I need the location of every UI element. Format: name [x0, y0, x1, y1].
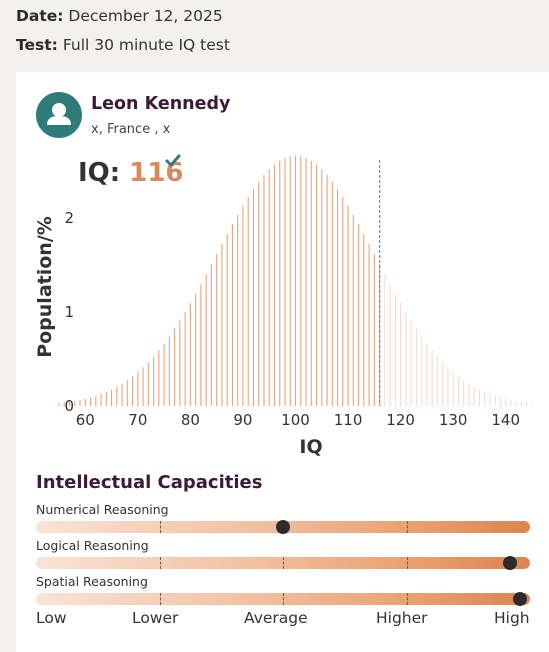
scale-divider: [159, 557, 161, 569]
x-tick-label: 60: [76, 411, 95, 429]
capacity-label-logical: Logical Reasoning: [36, 538, 149, 553]
scale-label-lower: Lower: [132, 609, 179, 627]
scale-divider: [283, 557, 284, 569]
x-tick-label: 110: [334, 411, 363, 429]
capacity-bar-logical: [36, 556, 530, 570]
capacity-level-dot: [503, 556, 518, 570]
date-value: December 12, 2025: [68, 7, 223, 25]
scale-label-high: High: [494, 609, 530, 627]
x-axis-label: IQ: [299, 436, 322, 458]
scale-divider: [159, 521, 161, 533]
user-location: x, France , x: [91, 122, 171, 137]
chart-canvas: 60 70 80 90 100 110 120 130 140 0 1 2 IQ Populatio…: [34, 155, 533, 458]
y-tick-label: 1: [64, 303, 74, 321]
capacities-title: Intellectual Capacities: [36, 472, 263, 493]
scale-label-low: Low: [36, 609, 67, 627]
x-tick-label: 90: [233, 411, 252, 429]
scale-divider: [406, 521, 408, 533]
iq-score: IQ: 116: [78, 154, 184, 188]
x-tick-label: 80: [181, 411, 200, 429]
y-tick-label: 0: [64, 397, 74, 415]
iq-distribution-chart: 60 70 80 90 100 110 120 130 140 0 1 2 IQ Populatio…: [16, 72, 549, 472]
capacity-level-dot: [513, 592, 528, 606]
y-tick-label: 2: [64, 209, 74, 227]
check-icon: [165, 154, 181, 167]
x-tick-label: 120: [386, 411, 415, 429]
scale-label-higher: Higher: [376, 609, 428, 627]
test-name: Test: Full 30 minute IQ test: [16, 36, 230, 54]
y-tick-labels: 0 1 2: [64, 209, 74, 415]
x-tick-label: 140: [491, 411, 520, 429]
user-icon: [47, 103, 71, 125]
capacity-level-dot: [276, 520, 290, 534]
user-name: Leon Kennedy: [91, 94, 231, 114]
x-tick-labels: 60 70 80 90 100 110 120 130 140: [76, 411, 520, 429]
capacity-bar-numerical: [36, 520, 530, 534]
x-tick-label: 70: [128, 411, 147, 429]
scale-divider: [406, 557, 408, 569]
x-tick-label: 130: [439, 411, 468, 429]
capacity-label-numerical: Numerical Reasoning: [36, 502, 169, 517]
x-tick-label: 100: [281, 411, 310, 429]
iq-label: IQ:: [78, 158, 121, 188]
scale-label-average: Average: [244, 609, 308, 627]
scale-divider: [283, 593, 284, 605]
scale-divider: [406, 593, 408, 605]
avatar: [36, 92, 82, 138]
chart-bars: [58, 155, 533, 406]
y-axis-label: Population/%: [34, 216, 56, 358]
scale-divider: [159, 593, 161, 605]
capacity-label-spatial: Spatial Reasoning: [36, 574, 148, 589]
capacity-bar-spatial: [36, 592, 530, 606]
test-date: Date: December 12, 2025: [16, 7, 223, 25]
result-card: Leon Kennedy x, France , x 60 70 80 90 100 11…: [16, 72, 549, 652]
test-label: Test:: [16, 36, 58, 54]
date-label: Date:: [16, 7, 64, 25]
test-value: Full 30 minute IQ test: [62, 36, 230, 54]
